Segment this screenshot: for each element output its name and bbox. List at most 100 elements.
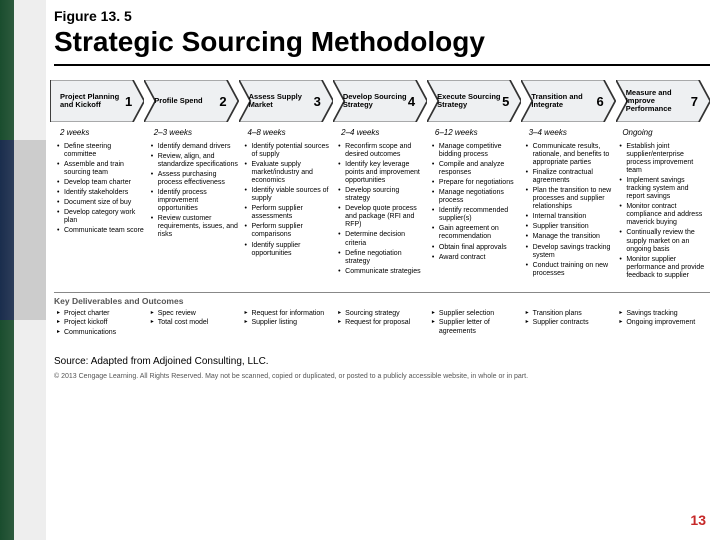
bullet-item: Document size of buy — [57, 199, 145, 207]
deliverable-item: Supplier contracts — [526, 319, 614, 327]
durations-row: 2 weeks2–3 weeks4–8 weeks2–4 weeks6–12 w… — [54, 128, 710, 137]
step-duration: 2–3 weeks — [148, 128, 242, 137]
title-divider — [54, 64, 710, 66]
bullet-item: Identify recommended supplier(s) — [432, 207, 520, 223]
slide-sidebar-deco — [0, 0, 46, 540]
process-step: Project Planning and Kickoff1 — [50, 80, 144, 122]
bullet-item: Develop savings tracking system — [526, 244, 614, 260]
bullet-item: Perform supplier assessments — [244, 205, 332, 221]
step-bullets: Manage competitive bidding process Compil… — [429, 143, 523, 282]
bullets-row: Define steering committee Assemble and tr… — [54, 143, 710, 282]
bullet-item: Continually review the supply market on … — [619, 229, 707, 253]
process-step: Measure and Improve Performance7 — [616, 80, 710, 122]
deliverable-item: Spec review — [151, 310, 239, 318]
step-bullets: Identify potential sources of supply Eval… — [241, 143, 335, 282]
step-bullets: Reconfirm scope and desired outcomes Iden… — [335, 143, 429, 282]
process-step: Develop Sourcing Strategy4 — [333, 80, 427, 122]
deliverable-item: Communications — [57, 329, 145, 337]
bullet-item: Establish joint supplier/enterprise proc… — [619, 143, 707, 175]
deliverable-item: Ongoing improvement — [619, 319, 707, 327]
step-label: Profile Spend — [154, 97, 219, 105]
process-steps-row: Project Planning and Kickoff1Profile Spe… — [50, 80, 710, 122]
step-number: 7 — [691, 94, 708, 109]
bullet-item: Develop category work plan — [57, 209, 145, 225]
deliverables-heading: Key Deliverables and Outcomes — [54, 296, 710, 306]
copyright-text: © 2013 Cengage Learning. All Rights Rese… — [54, 373, 710, 380]
step-label: Project Planning and Kickoff — [60, 93, 125, 110]
bullet-item: Implement savings tracking system and re… — [619, 177, 707, 201]
deliverable-item: Request for proposal — [338, 319, 426, 327]
bullet-item: Identify viable sources of supply — [244, 187, 332, 203]
step-bullets: Establish joint supplier/enterprise proc… — [616, 143, 710, 282]
bullet-item: Gain agreement on recommendation — [432, 225, 520, 241]
bullet-item: Monitor contract compliance and address … — [619, 203, 707, 227]
deliverable-item: Supplier letter of agreements — [432, 319, 520, 336]
process-step: Profile Spend2 — [144, 80, 238, 122]
bullet-item: Review, align, and standardize specifica… — [151, 153, 239, 169]
bullet-item: Reconfirm scope and desired outcomes — [338, 143, 426, 159]
slide-content: Figure 13. 5 Strategic Sourcing Methodol… — [54, 8, 710, 380]
bullet-item: Develop team charter — [57, 179, 145, 187]
bullet-item: Evaluate supply market/industry and econ… — [244, 161, 332, 185]
bullet-item: Develop sourcing strategy — [338, 187, 426, 203]
deliverable-col: Sourcing strategyRequest for proposal — [335, 310, 429, 338]
bullet-item: Communicate strategies — [338, 268, 426, 276]
bullet-item: Communicate results, rationale, and bene… — [526, 143, 614, 167]
bullet-item: Internal transition — [526, 213, 614, 221]
bullet-item: Plan the transition to new processes and… — [526, 187, 614, 211]
bullet-item: Determine decision criteria — [338, 231, 426, 247]
deliverable-item: Supplier selection — [432, 310, 520, 318]
step-number: 5 — [502, 94, 519, 109]
source-text: Source: Adapted from Adjoined Consulting… — [54, 356, 710, 367]
deliverable-item: Project kickoff — [57, 319, 145, 327]
deliverables-row: Project charterProject kickoff Communicat… — [54, 310, 710, 338]
deliverable-item: Total cost model — [151, 319, 239, 327]
step-number: 1 — [125, 94, 142, 109]
bullet-item: Manage negotiations process — [432, 189, 520, 205]
bullet-item: Develop quote process and package (RFI a… — [338, 205, 426, 229]
deliverable-item: Savings tracking — [619, 310, 707, 318]
step-bullets: Identify demand driversReview, align, an… — [148, 143, 242, 282]
deliverable-col: Project charterProject kickoff Communicat… — [54, 310, 148, 338]
deliverable-col: Supplier selectionSupplier letter of agr… — [429, 310, 523, 338]
bullet-item: Identify process improvement opportuniti… — [151, 189, 239, 213]
deliverable-col: Savings trackingOngoing improvement — [616, 310, 710, 338]
deliverable-item: Project charter — [57, 310, 145, 318]
process-step: Transition and Integrate6 — [521, 80, 615, 122]
step-number: 2 — [219, 94, 236, 109]
bullet-item: Obtain final approvals — [432, 244, 520, 252]
bullet-item: Prepare for negotiations — [432, 179, 520, 187]
step-label: Develop Sourcing Strategy — [343, 93, 408, 110]
bullet-item: Define steering committee — [57, 143, 145, 159]
process-step: Execute Sourcing Strategy5 — [427, 80, 521, 122]
page-number: 13 — [690, 512, 706, 528]
step-label: Measure and Improve Performance — [626, 89, 691, 114]
step-label: Transition and Integrate — [531, 93, 596, 110]
bullet-item: Identify stakeholders — [57, 189, 145, 197]
step-bullets: Communicate results, rationale, and bene… — [523, 143, 617, 282]
process-step: Assess Supply Market3 — [239, 80, 333, 122]
bullet-item: Identify potential sources of supply — [244, 143, 332, 159]
bullet-item: Identify key leverage points and improve… — [338, 161, 426, 185]
bullet-item: Supplier transition — [526, 223, 614, 231]
bullet-item: Assemble and train sourcing team — [57, 161, 145, 177]
figure-label: Figure 13. 5 — [54, 8, 710, 24]
bullet-item: Communicate team score — [57, 227, 145, 235]
bullet-item: Review customer requirements, issues, an… — [151, 215, 239, 239]
page-title: Strategic Sourcing Methodology — [54, 26, 710, 58]
deliverable-item: Sourcing strategy — [338, 310, 426, 318]
step-duration: 4–8 weeks — [241, 128, 335, 137]
step-label: Execute Sourcing Strategy — [437, 93, 502, 110]
bullet-item: Award contract — [432, 254, 520, 262]
step-duration: 2 weeks — [54, 128, 148, 137]
deliverable-col: Request for informationSupplier listing — [241, 310, 335, 338]
step-duration: Ongoing — [616, 128, 710, 137]
deliverable-col: Spec reviewTotal cost model — [148, 310, 242, 338]
bullet-item: Compile and analyze responses — [432, 161, 520, 177]
bullet-item: Perform supplier comparisons — [244, 223, 332, 239]
step-bullets: Define steering committee Assemble and tr… — [54, 143, 148, 282]
step-number: 6 — [596, 94, 613, 109]
bullet-item: Monitor supplier performance and provide… — [619, 256, 707, 280]
bullet-item: Manage competitive bidding process — [432, 143, 520, 159]
deliverable-item: Request for information — [244, 310, 332, 318]
